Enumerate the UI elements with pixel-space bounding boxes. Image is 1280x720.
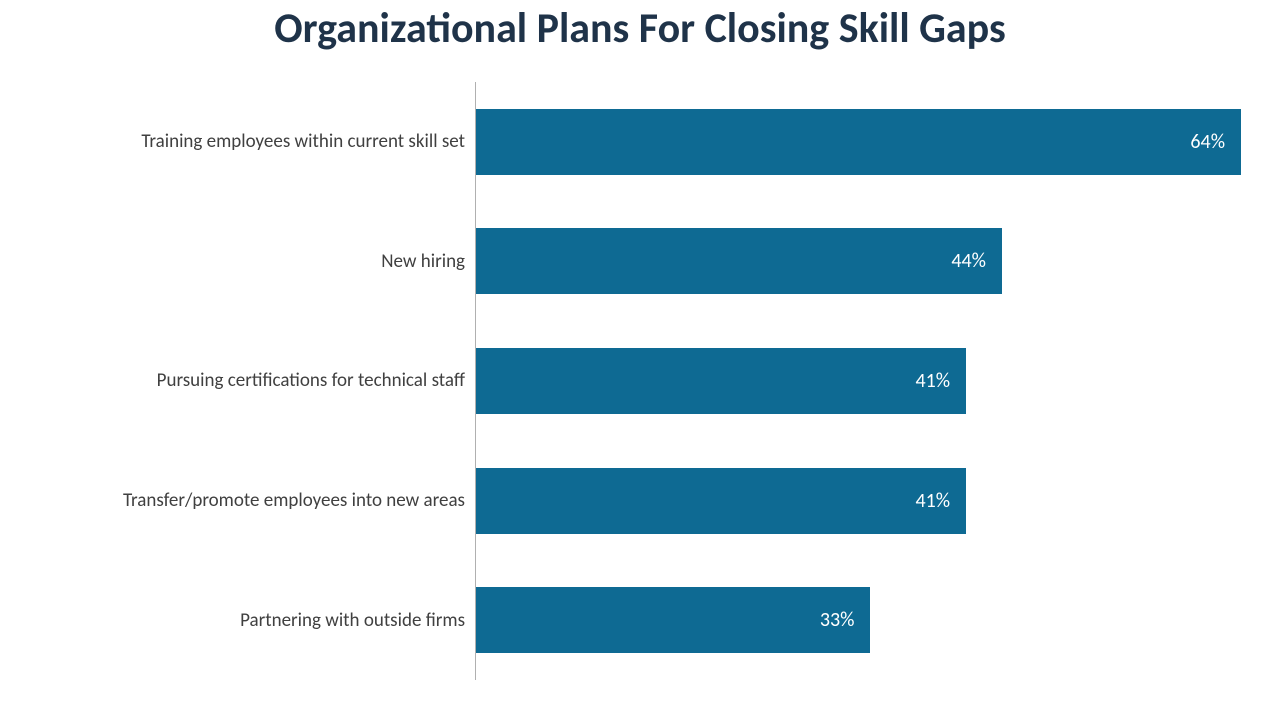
category-label: Partnering with outside firms (50, 587, 475, 653)
bar: 33% (476, 587, 870, 653)
category-label: Training employees within current skill … (50, 109, 475, 175)
bar: 41% (476, 348, 966, 414)
chart-row: New hiring 44% (50, 228, 1240, 294)
chart-row: Training employees within current skill … (50, 109, 1240, 175)
bar-value-label: 41% (916, 468, 951, 534)
slide: Organizational Plans For Closing Skill G… (0, 0, 1280, 720)
bar-value-label: 33% (820, 587, 855, 653)
chart-title: Organizational Plans For Closing Skill G… (0, 6, 1280, 52)
chart-row: Pursuing certifications for technical st… (50, 348, 1240, 414)
bars-container: Training employees within current skill … (50, 82, 1240, 680)
bar-value-label: 44% (951, 228, 986, 294)
category-label: Pursuing certifications for technical st… (50, 348, 475, 414)
category-label: New hiring (50, 228, 475, 294)
chart-row: Transfer/promote employees into new area… (50, 468, 1240, 534)
bar-value-label: 64% (1190, 109, 1225, 175)
category-label: Transfer/promote employees into new area… (50, 468, 475, 534)
chart-row: Partnering with outside firms 33% (50, 587, 1240, 653)
bar: 41% (476, 468, 966, 534)
chart-area: Training employees within current skill … (50, 82, 1240, 680)
bar: 44% (476, 228, 1002, 294)
bar-value-label: 41% (916, 348, 951, 414)
bar: 64% (476, 109, 1241, 175)
